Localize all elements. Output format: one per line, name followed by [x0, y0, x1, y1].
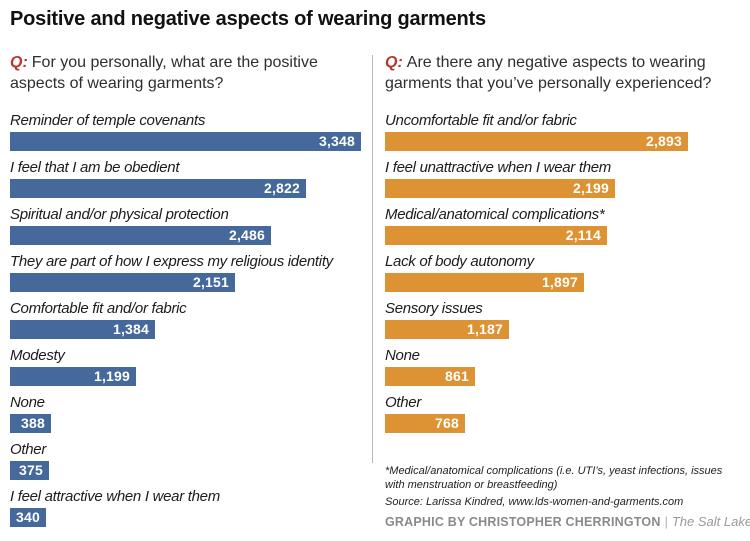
bar-value: 1,199: [93, 368, 130, 385]
bar-value: 388: [21, 415, 45, 432]
bar: 861: [385, 367, 475, 387]
bar: 1,384: [10, 320, 155, 340]
bar: 2,151: [10, 273, 235, 293]
column-divider: [372, 55, 373, 463]
bar-row: Lack of body autonomy 1,897: [385, 253, 740, 293]
bar: 340: [10, 508, 46, 528]
bar-row: Modesty 1,199: [10, 347, 362, 387]
bar-label: Reminder of temple covenants: [10, 112, 206, 130]
bar: 768: [385, 414, 465, 434]
credit-separator: |: [664, 515, 668, 530]
bar-row: Medical/anatomical complications* 2,114: [385, 206, 740, 246]
bar-label: Comfortable fit and/or fabric: [10, 300, 187, 318]
bar-label: I feel attractive when I wear them: [10, 488, 220, 506]
bar: 1,897: [385, 273, 584, 293]
bar-value: 375: [19, 462, 43, 479]
bar-row: None 861: [385, 347, 740, 387]
bar-row: Uncomfortable fit and/or fabric 2,893: [385, 112, 740, 152]
bar-value: 2,151: [192, 274, 229, 291]
bar: 3,348: [10, 132, 361, 152]
bar: 2,893: [385, 132, 688, 152]
bar-label: I feel that I am be obedient: [10, 159, 180, 177]
bar-label: Lack of body autonomy: [385, 253, 534, 271]
bar-label: Medical/anatomical complications*: [385, 206, 605, 224]
graphic-credit: GRAPHIC BY CHRISTOPHER CHERRINGTON | The S…: [385, 513, 750, 531]
footer: *Medical/anatomical complications (i.e. …: [385, 465, 750, 531]
bar: 1,187: [385, 320, 509, 340]
negative-aspects-column: Q: Are there any negative aspects to wear…: [385, 52, 750, 531]
bar-value: 340: [16, 509, 40, 526]
graphic-credit-publication: The Salt Lake Tribune: [671, 514, 750, 530]
bar-row: They are part of how I express my religi…: [10, 253, 362, 293]
bar-label: Uncomfortable fit and/or fabric: [385, 112, 577, 130]
question-positive: Q: For you personally, what are the posit…: [10, 52, 362, 94]
bar: 2,114: [385, 226, 607, 246]
bar-value: 2,822: [263, 180, 300, 197]
bar-label: None: [10, 394, 45, 412]
bar-label: I feel unattractive when I wear them: [385, 159, 611, 177]
question-negative: Q: Are there any negative aspects to wear…: [385, 52, 740, 94]
bar-row: Reminder of temple covenants 3,348: [10, 112, 362, 152]
medical-footnote: *Medical/anatomical complications (i.e. …: [385, 465, 723, 491]
bar-row: Sensory issues 1,187: [385, 300, 740, 340]
question-marker: Q:: [385, 54, 403, 71]
question-text: For you personally, what are the positiv…: [10, 54, 318, 93]
bar-label: Modesty: [10, 347, 65, 365]
bar-label: They are part of how I express my religi…: [10, 253, 333, 271]
bar-label: Other: [10, 441, 47, 459]
bar-label: Spiritual and/or physical protection: [10, 206, 229, 224]
bar-row: Other 768: [385, 394, 740, 434]
bar-row: Spiritual and/or physical protection 2,48…: [10, 206, 362, 246]
bar-value: 2,893: [645, 133, 682, 150]
bar-row: Comfortable fit and/or fabric 1,384: [10, 300, 362, 340]
bar-label: None: [385, 347, 420, 365]
bar: 375: [10, 461, 49, 481]
bar: 2,486: [10, 226, 271, 246]
question-marker: Q:: [10, 54, 28, 71]
graphic-credit-author: GRAPHIC BY CHRISTOPHER CHERRINGTON: [385, 515, 661, 530]
bar-row: I feel unattractive when I wear them 2,19…: [385, 159, 740, 199]
bar-value: 1,384: [112, 321, 149, 338]
positive-aspects-column: Q: For you personally, what are the posit…: [10, 52, 362, 535]
question-text: Are there any negative aspects to wearin…: [385, 54, 712, 93]
bar: 388: [10, 414, 51, 434]
bar-value: 2,486: [228, 227, 265, 244]
bar-value: 3,348: [318, 133, 355, 150]
bar-label: Other: [385, 394, 422, 412]
bar-row: None 388: [10, 394, 362, 434]
chart-title: Positive and negative aspects of wearing…: [10, 8, 486, 30]
source-credit: Source: Larissa Kindred, www.lds-women-a…: [385, 495, 684, 508]
bar: 2,199: [385, 179, 615, 199]
bar: 1,199: [10, 367, 136, 387]
bar-value: 2,199: [572, 180, 609, 197]
bar-value: 1,187: [466, 321, 503, 338]
bar-label: Sensory issues: [385, 300, 483, 318]
bar: 2,822: [10, 179, 306, 199]
bar-value: 2,114: [565, 227, 601, 244]
bar-row: I feel that I am be obedient 2,822: [10, 159, 362, 199]
bar-value: 1,897: [541, 274, 578, 291]
bar-row: Other 375: [10, 441, 362, 481]
negative-bar-chart: Uncomfortable fit and/or fabric 2,893 I fe…: [385, 112, 740, 434]
bar-value: 861: [445, 368, 469, 385]
positive-bar-chart: Reminder of temple covenants 3,348 I feel …: [10, 112, 362, 528]
bar-row: I feel attractive when I wear them 340: [10, 488, 362, 528]
bar-value: 768: [435, 415, 459, 432]
